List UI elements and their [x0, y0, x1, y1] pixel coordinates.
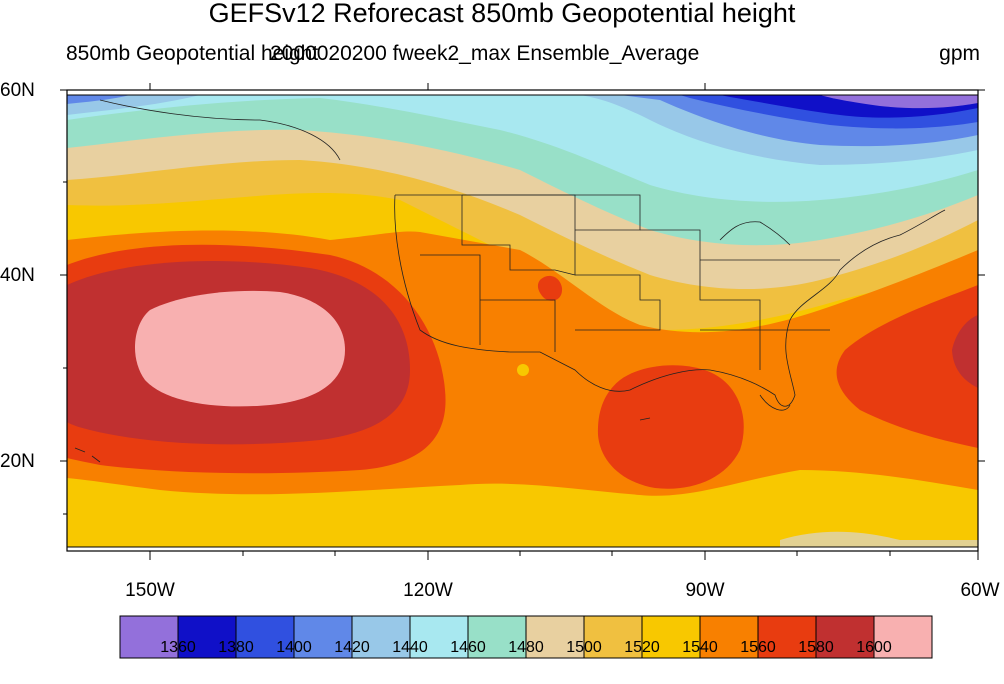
axes-frame	[66, 89, 979, 552]
colorbar-tick-label: 1400	[276, 639, 312, 656]
band-1360	[820, 95, 978, 109]
colorbar-swatch	[815, 615, 875, 659]
missing-data-area	[780, 531, 978, 547]
lon-label-150w: 150W	[125, 580, 175, 601]
colorbar-tick-label: 1360	[160, 639, 196, 656]
colorbar-tick-label: 1580	[798, 639, 834, 656]
colorbar-swatch	[351, 615, 411, 659]
contour-fields	[67, 95, 978, 547]
colorbar-tick-label: 1420	[334, 639, 370, 656]
colorbar-tick-label: 1480	[508, 639, 544, 656]
band-1600-nm	[537, 275, 563, 301]
band-1580-gulf	[597, 365, 744, 489]
colorbar-tick-label: 1540	[682, 639, 718, 656]
subtitle-run-info: 2000020200 fweek2_max Ensemble_Average	[270, 42, 700, 65]
colorbar-swatch	[293, 615, 353, 659]
band-1540-spot	[517, 364, 529, 376]
subtitle-variable: 850mb Geopotential height	[66, 42, 319, 65]
colorbar-swatch	[235, 615, 295, 659]
colorbar-tick-label: 1460	[450, 639, 486, 656]
colorbar-swatch	[699, 615, 759, 659]
colorbar-tick-label: 1380	[218, 639, 254, 656]
lon-label-120w: 120W	[403, 580, 453, 601]
band-1620	[134, 290, 345, 407]
units-label: gpm	[939, 42, 980, 65]
lat-label-40n: 40N	[0, 265, 35, 286]
band-1580-east	[836, 285, 978, 448]
colorbar-swatch	[409, 615, 469, 659]
colorbar-tick-label: 1440	[392, 639, 428, 656]
colorbar-swatch	[641, 615, 701, 659]
colorbar-swatch	[873, 615, 933, 659]
colorbar-tick-label: 1560	[740, 639, 776, 656]
band-1600-east	[952, 315, 978, 388]
axis-ticks	[60, 83, 985, 560]
colorbar-swatch	[177, 615, 237, 659]
lon-label-60w: 60W	[960, 580, 1000, 601]
colorbar-swatch	[583, 615, 643, 659]
band-1360-west	[67, 95, 130, 104]
map-title: GEFSv12 Reforecast 850mb Geopotential he…	[208, 0, 796, 28]
colorbar-tick-label: 1600	[856, 639, 892, 656]
lat-label-60n: 60N	[0, 80, 35, 101]
lon-label-90w: 90W	[685, 580, 725, 601]
lat-label-20n: 20N	[0, 451, 35, 472]
colorbar-tick-label: 1500	[566, 639, 602, 656]
colorbar-tick-label: 1520	[624, 639, 660, 656]
coastlines	[74, 99, 946, 463]
colorbar-swatch	[119, 615, 179, 659]
